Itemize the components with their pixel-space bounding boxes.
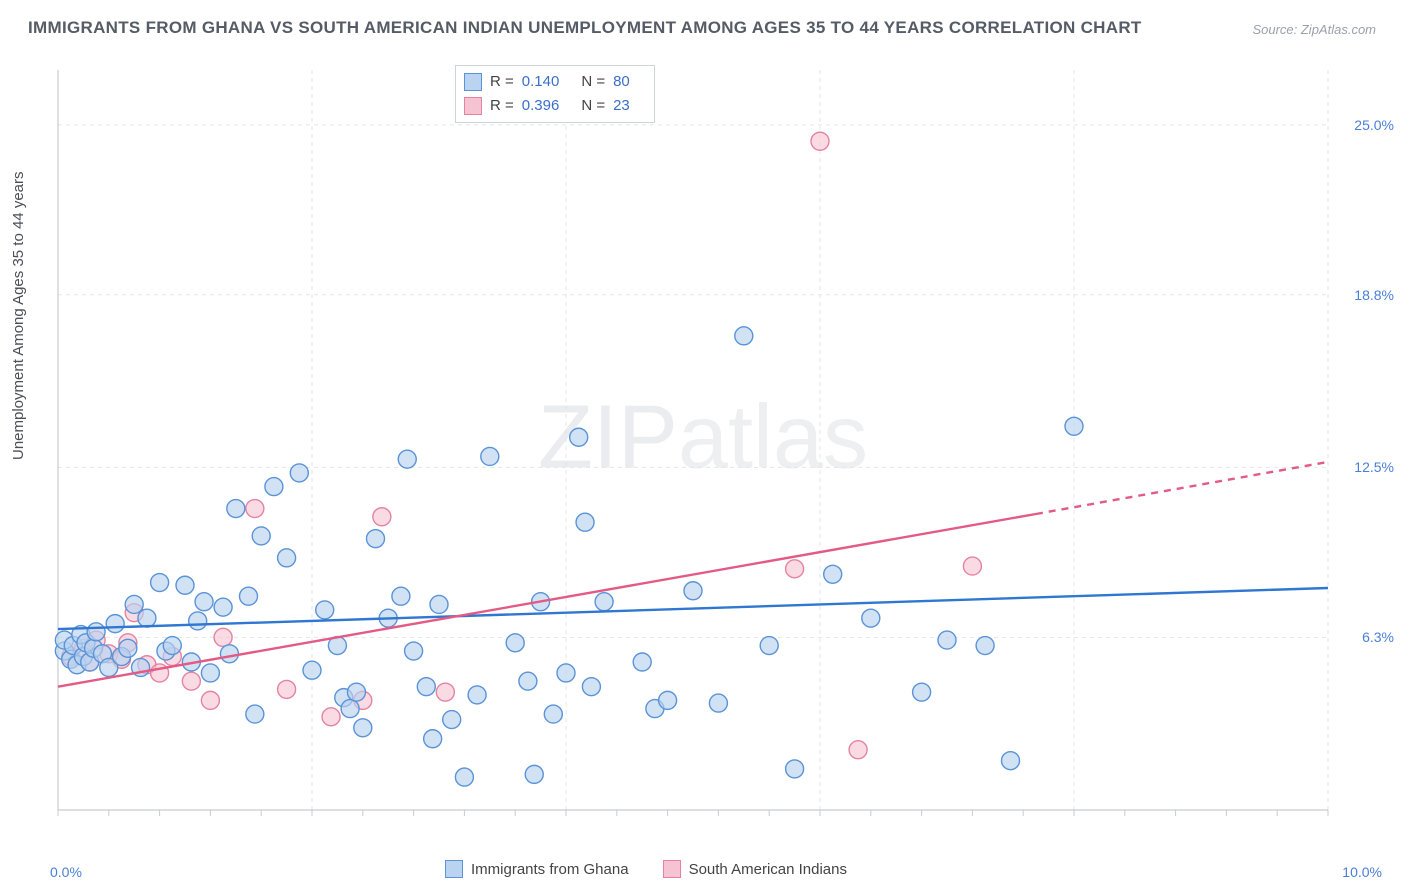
source-label: Source: ZipAtlas.com — [1252, 22, 1376, 37]
legend-item-ghana: Immigrants from Ghana — [445, 860, 629, 878]
y-axis-label: Unemployment Among Ages 35 to 44 years — [10, 171, 27, 460]
n-label: N = — [581, 70, 605, 94]
x-tick-right: 10.0% — [1342, 864, 1382, 880]
chart-area — [48, 60, 1338, 830]
legend-row-ghana: R = 0.140 N = 80 — [464, 70, 644, 94]
n-value-sai: 23 — [613, 94, 630, 118]
y-tick-label: 25.0% — [1354, 117, 1394, 133]
legend-label-ghana: Immigrants from Ghana — [471, 861, 629, 878]
x-tick-left: 0.0% — [50, 864, 82, 880]
r-value-sai: 0.396 — [522, 94, 560, 118]
swatch-ghana — [464, 73, 482, 91]
scatter-chart — [48, 60, 1338, 830]
series-legend: Immigrants from Ghana South American Ind… — [445, 860, 847, 878]
swatch-ghana — [445, 860, 463, 878]
swatch-sai — [464, 97, 482, 115]
y-tick-label: 6.3% — [1362, 629, 1394, 645]
y-tick-label: 18.8% — [1354, 287, 1394, 303]
r-value-ghana: 0.140 — [522, 70, 560, 94]
swatch-sai — [663, 860, 681, 878]
legend-item-sai: South American Indians — [663, 860, 847, 878]
legend-label-sai: South American Indians — [689, 861, 847, 878]
r-label: R = — [490, 94, 514, 118]
chart-title: IMMIGRANTS FROM GHANA VS SOUTH AMERICAN … — [28, 18, 1142, 38]
r-label: R = — [490, 70, 514, 94]
legend-row-sai: R = 0.396 N = 23 — [464, 94, 644, 118]
y-tick-label: 12.5% — [1354, 459, 1394, 475]
n-label: N = — [581, 94, 605, 118]
correlation-legend: R = 0.140 N = 80 R = 0.396 N = 23 — [455, 65, 655, 123]
n-value-ghana: 80 — [613, 70, 630, 94]
